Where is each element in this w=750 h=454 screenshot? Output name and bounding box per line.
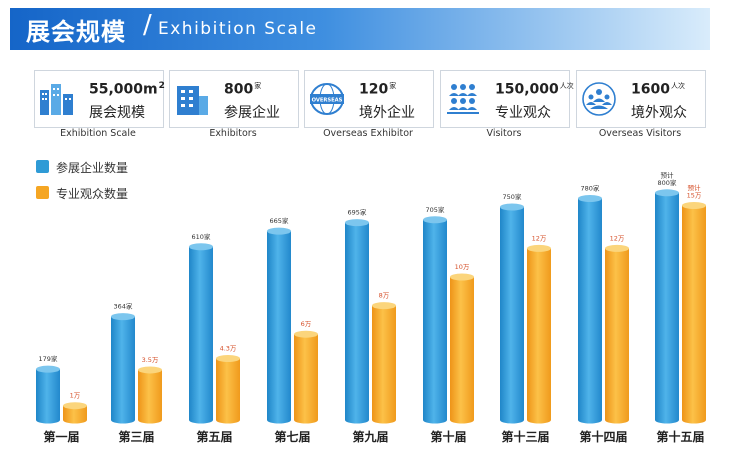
bar-visitors [527, 244, 551, 424]
stat-number: 800家 [224, 81, 262, 98]
globe-people-icon [582, 82, 616, 116]
stat-card-overseas-exhibitor: OVERSEAS 120家 境外企业 [304, 70, 434, 128]
stat-card-visitors: 150,000人次 专业观众 [440, 70, 574, 128]
data-label-exhibitors: 695家 [348, 208, 367, 217]
stat-label: 专业观众 [495, 105, 551, 121]
bar-exhibitors [423, 216, 447, 424]
data-label-visitors: 12万 [532, 234, 547, 242]
stat-label-en: Exhibitors [209, 128, 257, 139]
bar-visitors [372, 302, 396, 424]
title-separator: / [143, 10, 152, 40]
stat-card-exhibitors: 800家 参展企业 [169, 70, 299, 128]
data-label-visitors: 10万 [455, 263, 470, 271]
stat-number: 1600人次 [631, 81, 685, 98]
data-label-visitors: 6万 [301, 320, 312, 328]
bar-exhibitors [655, 189, 679, 424]
overseas-badge-text: OVERSEAS [312, 98, 343, 104]
stat-label: 展会规模 [89, 105, 145, 121]
bar-exhibitors [36, 365, 60, 424]
data-label-exhibitors: 179家 [39, 354, 58, 363]
x-tick-label: 第十届 [430, 429, 466, 444]
stat-label-en: Exhibition Scale [60, 128, 136, 139]
page-title-en: Exhibition Scale [158, 19, 318, 39]
data-label-visitors: 4.3万 [220, 345, 237, 353]
buildings-icon [40, 84, 73, 115]
data-label-exhibitors: 780家 [581, 183, 600, 192]
stat-label: 境外企业 [359, 105, 415, 121]
x-tick-label: 第七届 [274, 429, 310, 444]
x-tick-label: 第九届 [352, 429, 388, 444]
stat-card-exhibition-scale: 55,000m2 展会规模 [34, 70, 165, 128]
header-banner [10, 8, 710, 50]
bar-visitors [216, 355, 240, 424]
data-label-visitors: 12万 [610, 234, 625, 242]
data-label-visitors: 3.5万 [142, 356, 159, 364]
x-tick-label: 第十五届 [656, 429, 704, 444]
x-tick-label: 第三届 [118, 429, 154, 444]
bar-exhibitors [189, 243, 213, 424]
legend-swatch-visitors [36, 186, 49, 199]
bar-exhibitors [111, 313, 135, 424]
x-tick-label: 第一届 [43, 429, 79, 444]
bar-visitors [63, 402, 87, 424]
bar-visitors [605, 244, 629, 424]
data-label-visitors: 预计 15万 [687, 183, 702, 200]
data-label-exhibitors: 705家 [426, 205, 445, 214]
bar-visitors [682, 202, 706, 424]
bar-exhibitors [267, 227, 291, 424]
bar-exhibitors [500, 203, 524, 424]
stat-number: 150,000人次 [495, 81, 574, 98]
stat-label-en: Overseas Exhibitor [323, 128, 413, 139]
data-label-exhibitors: 364家 [114, 302, 133, 311]
bar-visitors [294, 330, 318, 424]
page-title: 展会规模 [26, 18, 126, 46]
bar-visitors [450, 273, 474, 424]
stat-label-en: Visitors [486, 128, 522, 139]
data-label-exhibitors: 750家 [503, 192, 522, 201]
office-building-icon [177, 86, 208, 115]
x-tick-label: 第十三届 [501, 429, 549, 444]
bar-exhibitors [578, 194, 602, 424]
data-label-exhibitors: 610家 [192, 232, 211, 241]
bar-visitors [138, 366, 162, 424]
stat-label-en: Overseas Visitors [598, 128, 682, 139]
bar-exhibitors [345, 219, 369, 424]
data-label-exhibitors: 665家 [270, 216, 289, 225]
x-tick-label: 第十四届 [579, 429, 627, 444]
data-label-visitors: 1万 [70, 392, 81, 400]
stat-card-overseas-visitors: 1600人次 境外观众 [576, 70, 706, 128]
legend-label-visitors: 专业观众数量 [56, 187, 129, 201]
stat-label: 参展企业 [224, 105, 280, 121]
x-tick-label: 第五届 [196, 429, 232, 444]
stat-number: 55,000m2 [89, 81, 165, 98]
legend-label-exhibitors: 参展企业数量 [56, 161, 129, 175]
stat-label: 境外观众 [631, 105, 687, 121]
legend-swatch-exhibitors [36, 160, 49, 173]
stat-number: 120家 [359, 81, 397, 98]
overseas-badge-icon: OVERSEAS [310, 83, 344, 115]
data-label-exhibitors: 预计 800家 [658, 170, 677, 187]
data-label-visitors: 8万 [379, 292, 390, 300]
audience-icon [447, 84, 479, 114]
